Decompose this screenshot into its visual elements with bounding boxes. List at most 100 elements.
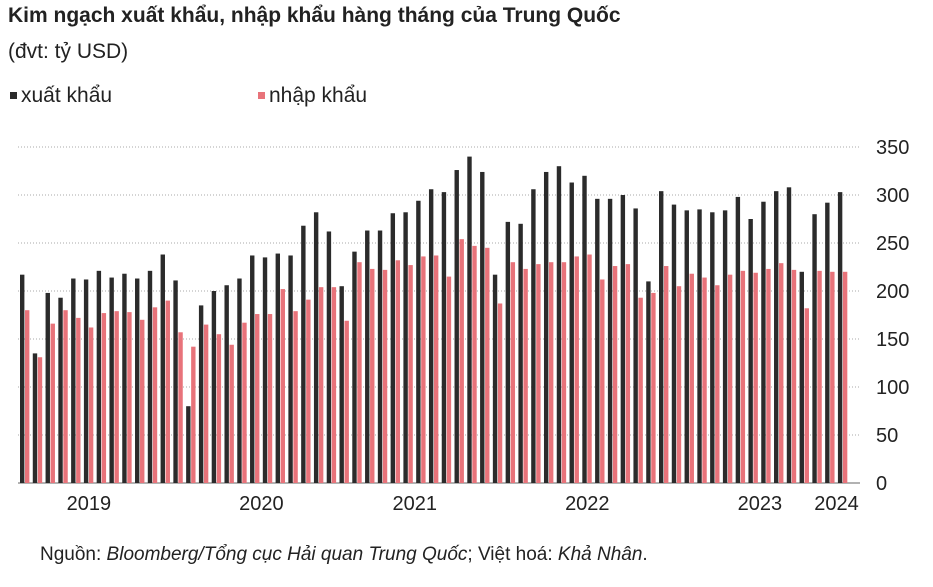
x-tick-label: 2021 [393, 493, 438, 515]
bar [518, 223, 523, 484]
bar [140, 319, 145, 483]
bar [523, 268, 528, 483]
bar [620, 195, 626, 483]
bar [122, 273, 127, 483]
bar [101, 313, 107, 483]
bar [740, 270, 746, 483]
bar [825, 202, 830, 483]
bar [370, 268, 375, 483]
bar [472, 245, 477, 483]
bar [428, 189, 434, 484]
x-tick-label: 2020 [239, 493, 284, 515]
bar [408, 265, 413, 483]
bar [135, 278, 140, 483]
bar [262, 257, 268, 483]
bar [390, 213, 396, 484]
bar [114, 311, 119, 483]
bar [684, 210, 689, 484]
bar [109, 277, 114, 483]
x-tick-label: 2024 [814, 493, 859, 515]
bar [382, 269, 388, 483]
bar [152, 307, 158, 483]
bar [165, 300, 170, 483]
bar [722, 210, 728, 484]
y-tick-label: 350 [876, 137, 909, 159]
bar [421, 256, 426, 483]
bar [510, 262, 516, 483]
bar [191, 346, 196, 483]
bar [689, 273, 694, 483]
bar [306, 299, 311, 483]
bar [446, 276, 452, 483]
bar [625, 264, 631, 483]
bar [25, 310, 30, 483]
bar [748, 219, 753, 483]
bar [20, 274, 25, 483]
bar [83, 279, 89, 483]
bar [96, 270, 102, 483]
bar [211, 291, 217, 483]
y-tick-label: 300 [876, 185, 909, 207]
bar [556, 166, 562, 483]
bar [32, 353, 38, 483]
bar [280, 289, 285, 483]
x-tick-label: 2019 [67, 493, 112, 515]
bar [71, 278, 76, 483]
source-part: Bloomberg/Tổng cục Hải quan Trung Quốc [107, 544, 468, 565]
bar [344, 320, 349, 483]
bar [331, 287, 337, 483]
bar [416, 200, 421, 483]
legend-label: nhập khẩu [269, 84, 367, 107]
source-part: Nguồn: [40, 544, 107, 565]
bar [480, 171, 485, 483]
bar [492, 274, 498, 483]
bar [774, 191, 779, 483]
y-tick-label: 100 [876, 377, 909, 399]
bar [76, 317, 81, 483]
bar [799, 271, 804, 483]
bar [715, 285, 720, 483]
legend-swatch [258, 92, 265, 99]
bar [318, 287, 324, 483]
source-part: ; Việt hoá: [467, 544, 558, 565]
bar [791, 269, 797, 483]
bar [569, 182, 574, 483]
bar [842, 271, 848, 483]
bar [275, 253, 280, 483]
legend-label: xuất khẩu [21, 84, 112, 107]
legend-swatch [10, 92, 17, 99]
chart-title: Kim ngạch xuất khẩu, nhập khẩu hàng thán… [8, 4, 621, 27]
bar [454, 170, 459, 484]
bar [633, 208, 638, 483]
bar [237, 278, 242, 483]
bar [242, 322, 247, 483]
y-tick-label: 0 [876, 473, 887, 495]
bar [735, 196, 741, 484]
source-part: . [642, 544, 647, 565]
bar [365, 230, 370, 483]
bar [255, 314, 260, 483]
bar [727, 274, 733, 483]
bar [326, 231, 332, 483]
bar [37, 357, 43, 483]
bar [505, 221, 511, 483]
source: Nguồn: Bloomberg/Tổng cục Hải quan Trung… [40, 544, 648, 565]
bar [548, 262, 554, 483]
bar [403, 212, 408, 483]
bar [607, 198, 613, 483]
bar [612, 266, 618, 483]
bar [587, 254, 592, 483]
bar [352, 251, 357, 483]
bar [804, 308, 809, 483]
bar [441, 192, 447, 483]
chart-subtitle: (đvt: tỷ USD) [8, 40, 128, 63]
bar [659, 191, 664, 483]
source-part: Khả Nhân [558, 544, 643, 565]
bar [45, 292, 50, 483]
bar [186, 406, 191, 483]
bar [160, 254, 165, 483]
bar [467, 156, 472, 483]
bar [313, 212, 319, 483]
y-tick-label: 200 [876, 281, 909, 303]
bar [600, 279, 605, 483]
